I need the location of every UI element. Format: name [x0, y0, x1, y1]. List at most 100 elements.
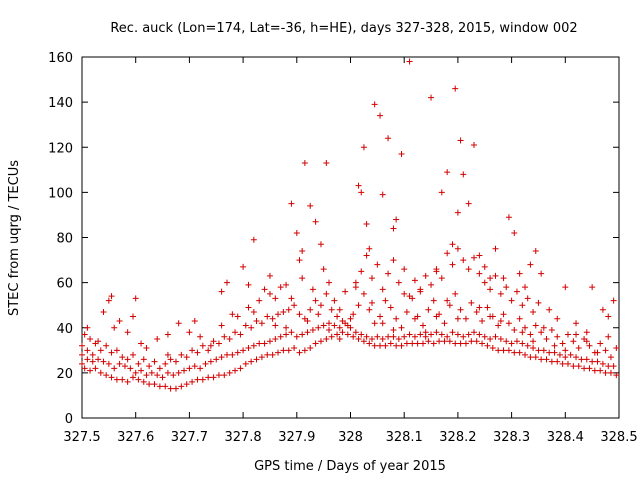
data-point: [446, 338, 453, 345]
data-point: [444, 250, 451, 257]
data-point: [202, 360, 209, 367]
data-point: [111, 365, 118, 372]
data-point: [130, 351, 137, 358]
data-point: [460, 257, 467, 264]
data-point: [121, 363, 128, 370]
data-point: [460, 171, 467, 178]
data-point: [401, 333, 408, 340]
data-point: [500, 347, 507, 354]
data-point: [232, 329, 239, 336]
data-point: [156, 365, 163, 372]
data-point: [336, 324, 343, 331]
data-point: [567, 351, 574, 358]
data-point: [275, 349, 282, 356]
data-point: [355, 336, 362, 343]
data-point: [79, 360, 85, 367]
data-point: [403, 308, 410, 315]
data-point: [164, 331, 171, 338]
data-point: [411, 315, 418, 322]
data-point: [605, 333, 612, 340]
data-point: [513, 338, 520, 345]
data-point: [471, 141, 478, 148]
data-point: [234, 349, 241, 356]
data-point: [516, 315, 523, 322]
x-tick-label: 328: [338, 430, 363, 445]
data-point: [393, 216, 400, 223]
data-point: [564, 360, 571, 367]
data-point: [280, 308, 287, 315]
data-point: [272, 295, 279, 302]
data-point: [301, 347, 308, 354]
data-point: [401, 290, 408, 297]
data-point: [406, 331, 413, 338]
data-point: [250, 236, 257, 243]
data-point: [398, 342, 405, 349]
data-point: [132, 295, 139, 302]
data-point: [151, 381, 158, 388]
data-point: [309, 327, 316, 334]
data-point: [237, 331, 244, 338]
data-point: [546, 306, 553, 313]
data-point: [363, 333, 370, 340]
data-point: [245, 281, 252, 288]
data-point: [591, 367, 598, 374]
data-point: [285, 347, 292, 354]
data-point: [178, 351, 185, 358]
data-point: [79, 351, 85, 358]
data-point: [583, 338, 590, 345]
data-point: [377, 313, 384, 320]
data-point: [385, 270, 392, 277]
data-point: [87, 367, 94, 374]
data-point: [113, 347, 120, 354]
data-point: [597, 367, 604, 374]
chart-title: Rec. auck (Lon=174, Lat=-36, h=HE), days…: [110, 21, 577, 36]
data-point: [538, 329, 545, 336]
data-point: [293, 333, 300, 340]
data-point: [296, 349, 303, 356]
data-point: [352, 329, 359, 336]
data-point: [473, 308, 480, 315]
data-point: [444, 297, 451, 304]
data-point: [573, 331, 580, 338]
data-point: [452, 85, 459, 92]
data-point: [342, 288, 349, 295]
data-point: [468, 299, 475, 306]
data-point: [253, 356, 260, 363]
data-point: [89, 358, 96, 365]
data-point: [250, 308, 257, 315]
data-point: [602, 347, 609, 354]
data-point: [530, 345, 537, 352]
data-point: [92, 340, 99, 347]
data-point: [183, 354, 190, 361]
data-point: [245, 345, 252, 352]
data-point: [535, 299, 542, 306]
data-point: [334, 331, 341, 338]
data-point: [449, 329, 456, 336]
data-point: [610, 363, 617, 370]
data-point: [495, 347, 502, 354]
data-point: [444, 333, 451, 340]
data-point: [446, 302, 453, 309]
data-point: [511, 229, 518, 236]
data-point: [393, 342, 400, 349]
data-point: [527, 261, 534, 268]
data-point: [522, 351, 529, 358]
data-point: [296, 257, 303, 264]
data-point: [159, 374, 166, 381]
data-point: [288, 200, 295, 207]
data-point: [97, 369, 104, 376]
data-point: [371, 342, 378, 349]
data-point: [167, 356, 174, 363]
data-point: [519, 302, 526, 309]
data-point: [309, 286, 316, 293]
data-point: [430, 297, 437, 304]
data-point: [304, 329, 311, 336]
data-point: [454, 315, 461, 322]
data-point: [215, 372, 222, 379]
y-axis-label: STEC from uqrg / TECUs: [7, 160, 22, 316]
data-point: [594, 358, 601, 365]
data-point: [613, 372, 620, 379]
data-point: [454, 331, 461, 338]
data-point: [454, 245, 461, 252]
